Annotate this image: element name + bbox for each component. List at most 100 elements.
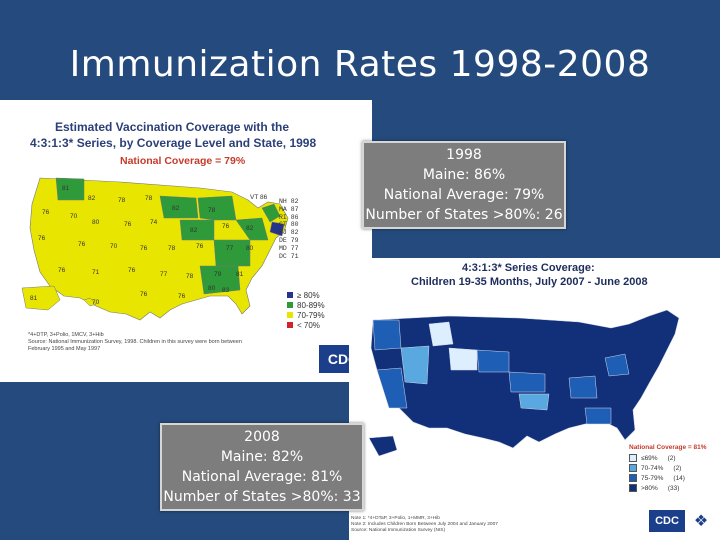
footnote-line: Source: National Immunization Survey (NI… xyxy=(351,528,446,533)
svg-text:76: 76 xyxy=(128,267,136,274)
svg-text:76: 76 xyxy=(178,293,186,300)
svg-text:82: 82 xyxy=(190,227,198,234)
callout-1998: 1998 Maine: 86% National Average: 79% Nu… xyxy=(362,141,566,229)
map-2008-title: 4:3:1:3* Series Coverage: xyxy=(462,262,595,274)
ne-state-label: MA 87 xyxy=(279,205,299,213)
legend-label: ≥ 80% xyxy=(297,290,320,300)
legend-count: (14) xyxy=(673,474,685,482)
hhs-eagle-icon: ❖ xyxy=(693,513,709,530)
callout-national: National Average: 79% xyxy=(383,187,545,203)
map-1998-national-coverage: National Coverage = 79% xyxy=(120,155,246,167)
svg-text:82: 82 xyxy=(88,195,96,202)
svg-text:82: 82 xyxy=(172,205,180,212)
svg-text:70: 70 xyxy=(110,243,118,250)
svg-text:70: 70 xyxy=(92,299,100,306)
callout-maine: Maine: 86% xyxy=(422,167,506,183)
legend-title: National Coverage = 81% xyxy=(629,444,707,451)
callout-year: 2008 xyxy=(244,429,280,445)
svg-text:78: 78 xyxy=(186,273,194,280)
ne-state-label: DE 79 xyxy=(279,236,299,244)
svg-text:83: 83 xyxy=(222,287,230,294)
legend-label: 70-79% xyxy=(297,310,325,320)
map-2008-us-map xyxy=(368,309,680,457)
svg-text:78: 78 xyxy=(168,245,176,252)
legend-item: >80% (33) xyxy=(629,483,707,493)
map-1998-subtitle: 4:3:1:3* Series, by Coverage Level and S… xyxy=(30,136,317,150)
ne-state-label: NJ 82 xyxy=(279,229,299,237)
svg-text:80: 80 xyxy=(246,245,254,252)
svg-text:76: 76 xyxy=(124,221,132,228)
legend-count: (2) xyxy=(673,464,682,472)
svg-text:78: 78 xyxy=(145,195,153,202)
legend-label: < 70% xyxy=(297,320,320,330)
slide-title: Immunization Rates 1998-2008 xyxy=(69,44,651,85)
map-2008-footnote: Note 1: *4+DTaP, 3+Polio, 1+MMR, 3+Hib N… xyxy=(351,516,601,534)
svg-text:78: 78 xyxy=(118,197,126,204)
footnote-line: Note 2: Includes Children Born Between J… xyxy=(351,522,498,527)
footnote-line: Note 1: *4+DTaP, 3+Polio, 1+MMR, 3+Hib xyxy=(351,516,440,521)
cdc-logo: CDC xyxy=(649,510,685,532)
legend-item: 70-74% (2) xyxy=(629,463,707,473)
legend-count: (33) xyxy=(667,484,680,492)
legend-label: ≤69% xyxy=(641,454,658,462)
legend-item: 80-89% xyxy=(287,300,325,310)
callout-maine: Maine: 82% xyxy=(220,449,304,465)
ne-state-label: NH 82 xyxy=(279,198,299,205)
callout-2008: 2008 Maine: 82% National Average: 81% Nu… xyxy=(160,423,364,511)
legend-label: 75-79% xyxy=(641,474,664,482)
map-1998-northeast-list: NH 82 MA 87 RI 86 CT 80 NJ 82 DE 79 MD 7… xyxy=(279,198,299,260)
svg-text:82: 82 xyxy=(246,225,254,232)
legend-item: ≤69% (2) xyxy=(629,453,707,463)
svg-text:76: 76 xyxy=(38,235,46,242)
legend-label: 80-89% xyxy=(297,300,325,310)
ne-state-label: RI 86 xyxy=(279,213,299,221)
legend-label: 70-74% xyxy=(641,464,664,472)
svg-text:76: 76 xyxy=(140,291,148,298)
map-1998-panel: 81 82 78 78 82 78 76 70 80 76 74 82 76 82 76 76 70 7… xyxy=(0,100,372,382)
svg-text:76: 76 xyxy=(196,243,204,250)
svg-text:80: 80 xyxy=(92,219,100,226)
svg-text:77: 77 xyxy=(226,245,234,252)
legend-item: < 70% xyxy=(287,320,325,330)
ne-state-label: DC 71 xyxy=(279,252,299,260)
legend-item: 75-79% (14) xyxy=(629,473,707,483)
svg-text:79: 79 xyxy=(214,271,222,278)
legend-swatch xyxy=(287,302,293,308)
callout-states: Number of States >80%: 33 xyxy=(163,489,361,505)
svg-text:77: 77 xyxy=(160,271,168,278)
map-1998-footnote: *4+DTP, 3+Polio, 1MCV, 3+Hib Source: Nat… xyxy=(28,332,328,353)
footnote-line: *4+DTP, 3+Polio, 1MCV, 3+Hib xyxy=(28,332,104,338)
svg-text:80: 80 xyxy=(208,285,216,292)
svg-text:76: 76 xyxy=(58,267,66,274)
map-1998-us-map: 81 82 78 78 82 78 76 70 80 76 74 82 76 82 76 76 70 7… xyxy=(21,177,289,321)
map-2008-subtitle: Children 19-35 Months, July 2007 - June … xyxy=(411,276,648,288)
svg-text:78: 78 xyxy=(208,207,216,214)
legend-swatch xyxy=(629,464,637,472)
svg-text:74: 74 xyxy=(150,219,158,226)
svg-text:81: 81 xyxy=(236,271,244,278)
legend-swatch xyxy=(287,322,293,328)
ne-state-label: CT 80 xyxy=(279,221,299,229)
callout-states: Number of States >80%: 26 xyxy=(365,207,563,223)
svg-text:76: 76 xyxy=(42,209,50,216)
footnote-line: Source: National Immunization Survey, 19… xyxy=(28,339,242,345)
svg-text:70: 70 xyxy=(70,213,78,220)
callout-year: 1998 xyxy=(446,147,482,163)
footnote-line: February 1995 and May 1997 xyxy=(28,346,101,352)
map-1998-title: Estimated Vaccination Coverage with the xyxy=(55,120,290,134)
legend-count: (2) xyxy=(667,454,676,462)
svg-text:76: 76 xyxy=(140,245,148,252)
legend-swatch xyxy=(287,312,293,318)
legend-item: 70-79% xyxy=(287,310,325,320)
svg-text:81: 81 xyxy=(30,295,38,302)
svg-text:81: 81 xyxy=(62,185,70,192)
svg-text:71: 71 xyxy=(92,269,100,276)
svg-text:76: 76 xyxy=(78,241,86,248)
map-2008-panel: 4:3:1:3* Series Coverage: Children 19-35… xyxy=(349,258,720,540)
ne-state-label: MD 77 xyxy=(279,244,299,252)
legend-swatch xyxy=(629,484,637,492)
legend-swatch xyxy=(629,454,637,462)
callout-national: National Average: 81% xyxy=(181,469,343,485)
map-2008-legend: National Coverage = 81% ≤69% (2) 70-74% (2… xyxy=(629,444,707,493)
map-1998-vt-label: VT 86 xyxy=(250,194,268,201)
